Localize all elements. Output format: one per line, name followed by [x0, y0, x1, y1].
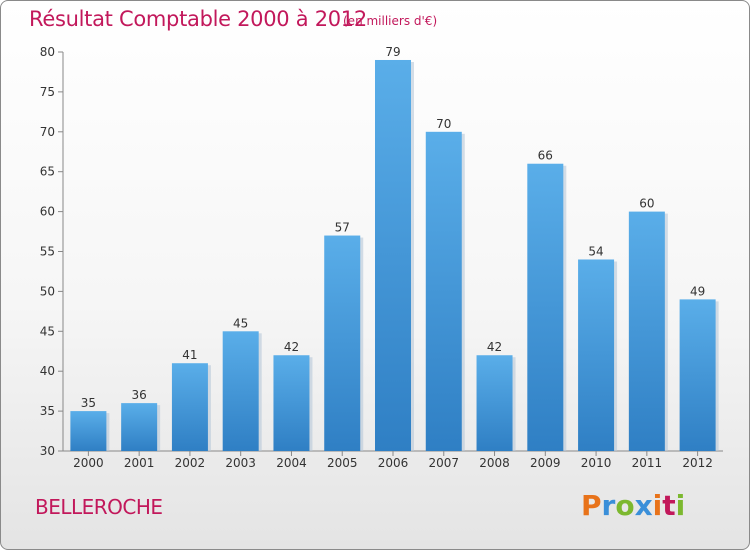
bar-2010: [578, 259, 615, 451]
y-axis: 30 35 40 45 50 55 60 65 70 75 80: [40, 45, 64, 458]
logo-letter: i: [675, 489, 686, 522]
y-tick-label: 40: [40, 364, 55, 378]
y-tick-label: 75: [40, 85, 55, 99]
chart-subtitle: (en milliers d'€): [343, 14, 438, 28]
bar-value-label: 54: [588, 244, 603, 258]
commune-name: BELLEROCHE: [35, 495, 163, 519]
logo-letter: i: [652, 489, 663, 522]
x-tick-label: 2004: [276, 456, 307, 470]
bar-2001: [121, 403, 158, 451]
x-tick-label: 2003: [225, 456, 256, 470]
x-tick-label: 2007: [428, 456, 459, 470]
bar-value-label: 35: [81, 396, 96, 410]
bar-value-label: 60: [639, 197, 654, 211]
x-tick-label: 2001: [124, 456, 155, 470]
chart-title: Résultat Comptable 2000 à 2012: [29, 7, 367, 31]
bar-2007: [425, 131, 462, 452]
bar-2012: [679, 299, 716, 451]
bar-value-label: 70: [436, 117, 451, 131]
x-tick-label: 2010: [581, 456, 612, 470]
bar-value-label: 49: [690, 284, 705, 298]
y-tick-label: 55: [40, 245, 55, 259]
x-tick-label: 2006: [378, 456, 409, 470]
bar-2005: [324, 235, 361, 451]
bar-value-label: 36: [132, 388, 147, 402]
bar-2009: [527, 163, 564, 451]
bar-value-label: 57: [335, 221, 350, 235]
x-tick-label: 2008: [479, 456, 510, 470]
y-tick-label: 80: [40, 45, 55, 59]
x-axis: 2000 2001 2002 2003 2004 2005 2006 2007 2008 2009…: [63, 450, 723, 470]
y-tick-label: 60: [40, 205, 55, 219]
bar-2002: [171, 363, 208, 451]
logo-letter: o: [615, 489, 635, 522]
bar-value-label: 66: [538, 149, 553, 163]
x-tick-label: 2005: [327, 456, 358, 470]
y-tick-label: 50: [40, 284, 55, 298]
logo-letter: r: [601, 489, 616, 522]
bar-value-label: 79: [385, 45, 400, 59]
bar-2000: [70, 411, 107, 451]
bars: 35 36 41 45 42 57 79 70 42 66 54 60 49: [70, 45, 719, 452]
bar-value-label: 42: [284, 340, 299, 354]
x-tick-label: 2000: [73, 456, 104, 470]
bar-2006: [375, 59, 411, 451]
y-tick-label: 35: [40, 404, 55, 418]
logo-letter: t: [662, 489, 676, 522]
x-tick-label: 2002: [175, 456, 206, 470]
y-tick-label: 30: [40, 444, 55, 458]
bar-value-label: 45: [233, 316, 248, 330]
x-tick-label: 2012: [682, 456, 713, 470]
bar-2011: [628, 211, 665, 451]
y-tick-label: 70: [40, 125, 55, 139]
proxiti-logo: Proxiti: [581, 489, 685, 522]
y-tick-label: 45: [40, 324, 55, 338]
bar-2003: [222, 331, 259, 451]
bar-2008: [476, 355, 513, 451]
logo-letter: x: [634, 489, 653, 522]
logo-letter: P: [581, 489, 602, 522]
bar-2004: [273, 355, 310, 451]
y-tick-label: 65: [40, 165, 55, 179]
x-tick-label: 2011: [632, 456, 663, 470]
bar-value-label: 41: [182, 348, 197, 362]
x-tick-label: 2009: [530, 456, 561, 470]
bar-value-label: 42: [487, 340, 502, 354]
